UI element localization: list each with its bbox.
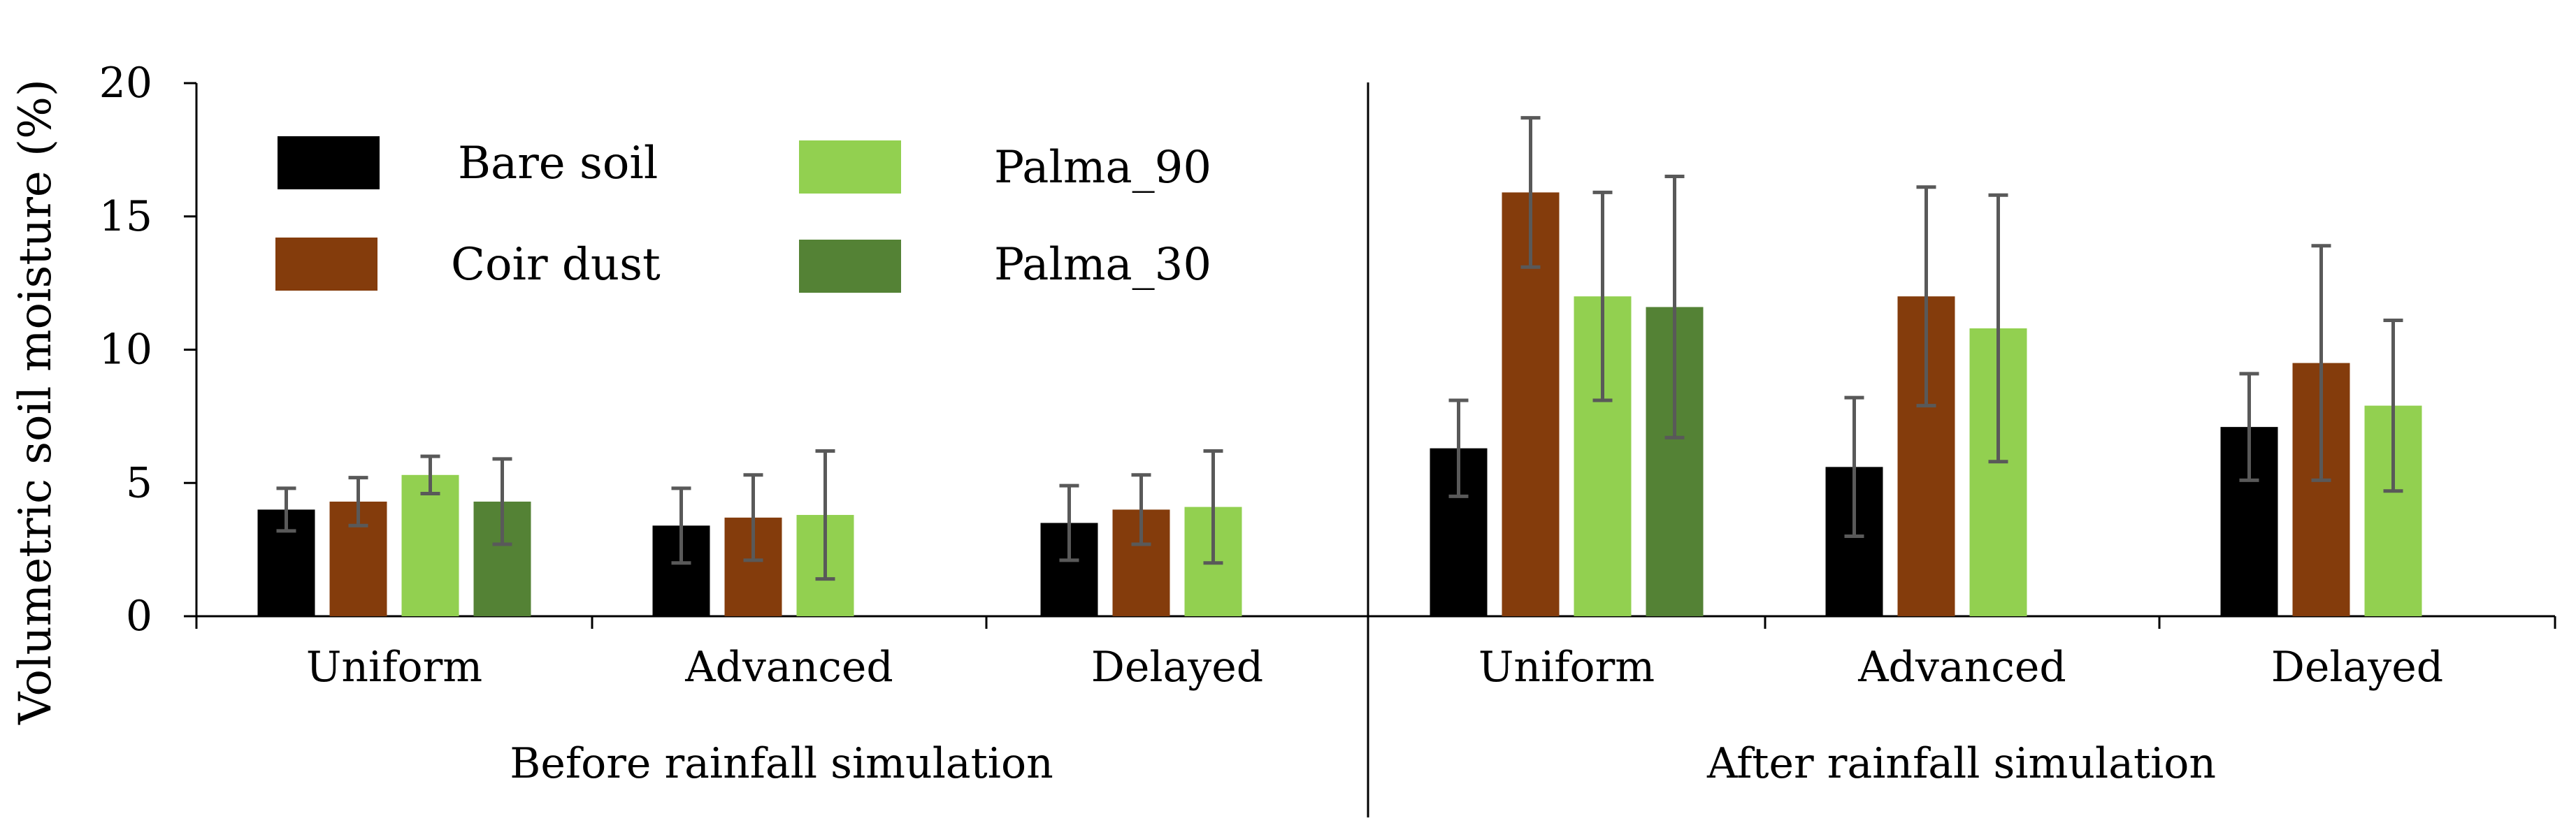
group-label: Before rainfall simulation [510, 739, 1053, 788]
group-label: After rainfall simulation [1706, 739, 2216, 788]
category-label: Uniform [306, 643, 482, 692]
legend-label: Bare soil [458, 138, 658, 189]
category-label: Advanced [1857, 643, 2066, 692]
bar-palma-90 [401, 474, 459, 616]
legend-swatch [799, 140, 901, 194]
legend-swatch [799, 240, 901, 293]
y-tick-label: 0 [126, 592, 152, 641]
y-axis-label: Volumetric soil moisture (%) [10, 79, 62, 725]
category-label: Delayed [1091, 643, 1263, 692]
y-tick-label: 10 [99, 326, 152, 374]
category-label: Advanced [684, 643, 893, 692]
category-label: Delayed [2271, 643, 2443, 692]
x-labels: Uniform Advanced Delayed Before rainfall si… [306, 643, 2443, 788]
y-tick-label: 5 [126, 458, 152, 507]
category-label: Uniform [1478, 643, 1655, 692]
y-tick-label: 15 [99, 192, 152, 241]
legend-label: Palma_90 [994, 142, 1211, 194]
y-tick-label: 20 [99, 59, 152, 108]
legend: Bare soil Coir dust Palma_90 Palma_30 [275, 136, 1211, 293]
error-bars [276, 116, 2403, 581]
legend-label: Palma_30 [994, 239, 1211, 291]
legend-label: Coir dust [451, 239, 661, 291]
axes [195, 82, 2556, 817]
legend-swatch [275, 238, 377, 291]
y-ticks: 0 5 10 15 20 [99, 59, 196, 641]
legend-swatch [278, 136, 380, 189]
